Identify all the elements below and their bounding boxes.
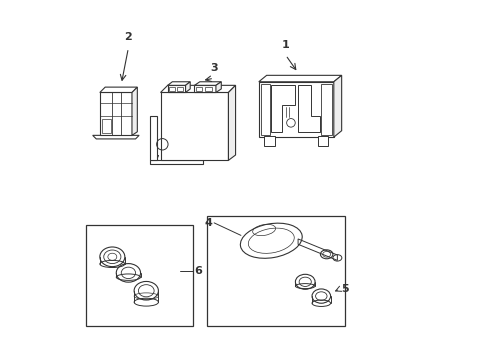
Polygon shape: [298, 85, 319, 132]
Polygon shape: [100, 93, 132, 135]
Polygon shape: [271, 85, 294, 132]
Bar: [317, 136, 328, 146]
Polygon shape: [260, 84, 269, 135]
Polygon shape: [160, 93, 228, 160]
Bar: [205, 87, 212, 91]
Bar: [85, 225, 192, 327]
Bar: [206, 216, 344, 327]
Text: 1: 1: [281, 40, 289, 50]
Bar: [177, 87, 183, 91]
Polygon shape: [149, 160, 203, 164]
Polygon shape: [167, 85, 185, 93]
Polygon shape: [298, 239, 337, 260]
Polygon shape: [132, 87, 137, 135]
Text: 6: 6: [194, 266, 202, 276]
Polygon shape: [258, 75, 341, 82]
Polygon shape: [149, 116, 157, 160]
Bar: [264, 136, 274, 146]
Polygon shape: [258, 82, 333, 137]
Polygon shape: [333, 75, 341, 137]
Polygon shape: [167, 82, 190, 85]
Polygon shape: [100, 87, 137, 93]
Polygon shape: [160, 85, 235, 93]
Polygon shape: [321, 84, 331, 135]
Polygon shape: [216, 82, 221, 93]
Text: 5: 5: [340, 284, 348, 294]
Text: 3: 3: [210, 63, 218, 73]
Polygon shape: [228, 85, 235, 160]
Text: 2: 2: [124, 32, 132, 42]
Polygon shape: [194, 85, 216, 93]
Bar: [102, 118, 110, 133]
Polygon shape: [185, 82, 190, 93]
Polygon shape: [93, 135, 139, 139]
Text: 4: 4: [204, 218, 212, 228]
Bar: [169, 87, 175, 91]
Bar: [196, 87, 201, 91]
Polygon shape: [194, 82, 221, 85]
